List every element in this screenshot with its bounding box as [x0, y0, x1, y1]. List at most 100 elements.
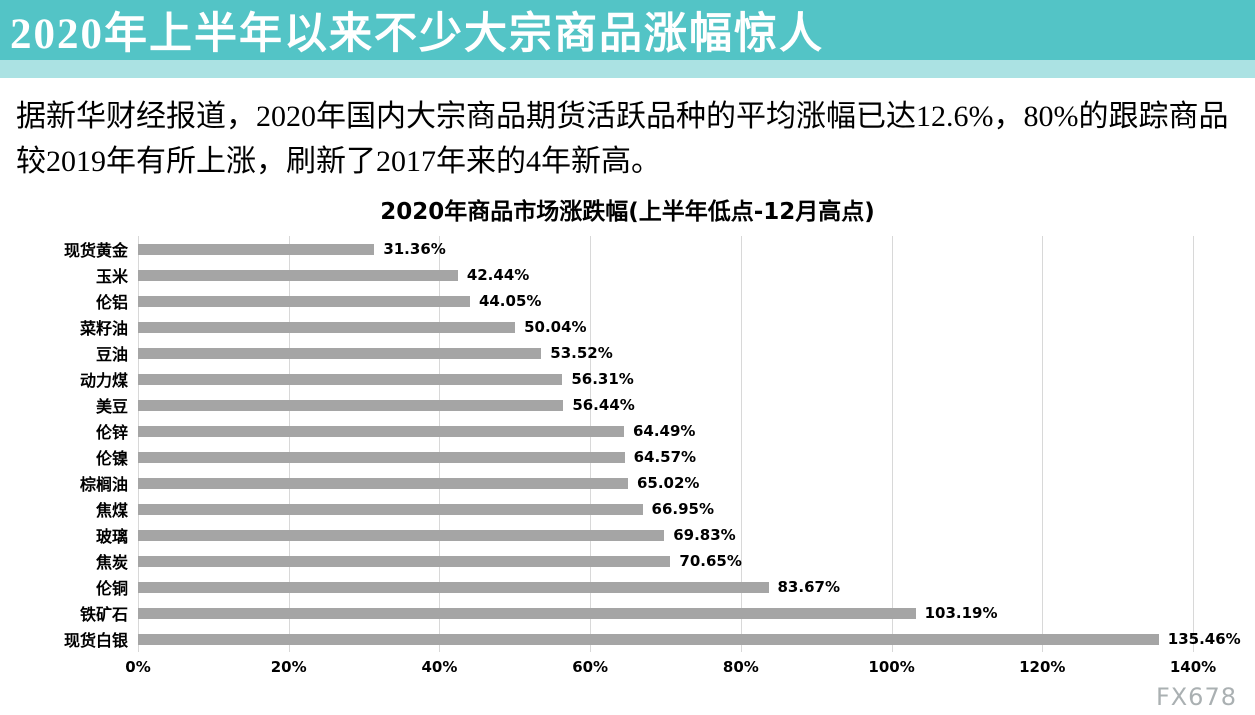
category-label: 焦炭	[95, 553, 128, 572]
x-axis-tick: 100%	[868, 658, 915, 676]
header-banner: 2020年上半年以来不少大宗商品涨幅惊人	[0, 0, 1255, 60]
category-label: 玻璃	[95, 527, 128, 546]
bar-track: 56.44%	[138, 392, 1193, 418]
watermark: FX678	[1155, 683, 1237, 711]
bar-track: 64.57%	[138, 444, 1193, 470]
gridline	[1193, 236, 1194, 652]
banner-strip	[0, 60, 1255, 78]
bar	[138, 503, 643, 515]
gridline	[439, 236, 441, 652]
x-axis-tick: 20%	[270, 658, 307, 676]
chart-row: 豆油 53.52%	[10, 340, 1193, 366]
category-label: 焦煤	[95, 501, 128, 520]
chart-row: 伦铜 83.67%	[10, 574, 1193, 600]
value-label: 66.95%	[651, 500, 714, 518]
bar	[138, 295, 470, 307]
bar-track: 31.36%	[138, 236, 1193, 262]
bar-track: 70.65%	[138, 548, 1193, 574]
bar-track: 135.46%	[138, 626, 1241, 652]
chart-row: 伦铝 44.05%	[10, 288, 1193, 314]
bar-track: 44.05%	[138, 288, 1193, 314]
gridline	[590, 236, 592, 652]
bar	[138, 555, 671, 567]
bar	[138, 425, 624, 437]
chart-row: 伦锌 64.49%	[10, 418, 1193, 444]
category-label: 美豆	[95, 397, 128, 416]
chart-row: 动力煤 56.31%	[10, 366, 1193, 392]
bar	[138, 451, 625, 463]
gridline	[740, 236, 742, 652]
gridline	[1042, 236, 1044, 652]
chart-row: 棕榈油 65.02%	[10, 470, 1193, 496]
chart-row: 现货黄金 31.36%	[10, 236, 1193, 262]
chart-row: 伦镍 64.57%	[10, 444, 1193, 470]
category-label: 铁矿石	[79, 605, 128, 624]
gridline	[891, 236, 893, 652]
value-label: 69.83%	[673, 526, 736, 544]
category-label: 伦镍	[95, 449, 128, 468]
value-label: 70.65%	[679, 552, 742, 570]
bar	[138, 581, 769, 593]
category-label: 现货白银	[63, 631, 128, 650]
bar-track: 53.52%	[138, 340, 1193, 366]
value-label: 42.44%	[466, 266, 530, 284]
intro-text: 据新华财经报道，2020年国内大宗商品期货活跃品种的平均涨幅已达12.6%，80…	[16, 100, 1229, 178]
value-label: 50.04%	[524, 318, 587, 336]
chart-row: 焦炭 70.65%	[10, 548, 1193, 574]
chart-title: 2020年商品市场涨跌幅(上半年低点-12月高点)	[380, 199, 875, 225]
bar	[138, 477, 628, 489]
chart-row: 现货白银 135.46%	[10, 626, 1241, 652]
plot-area: 现货黄金 31.36% 玉米 42.44% 伦铝 44.05% 菜籽油 50.04% 豆油 53.…	[10, 236, 1241, 676]
x-axis-tick: 140%	[1169, 658, 1217, 676]
category-label: 玉米	[95, 267, 128, 286]
chart-row: 美豆 56.44%	[10, 392, 1193, 418]
chart-row: 玉米 42.44%	[10, 262, 1193, 288]
x-axis-tick: 80%	[722, 658, 759, 676]
bar	[138, 399, 564, 411]
chart-rows: 现货黄金 31.36% 玉米 42.44% 伦铝 44.05% 菜籽油 50.04% 豆油 53.…	[10, 236, 1241, 652]
x-axis-tick: 0%	[125, 658, 151, 676]
category-label: 伦铝	[95, 293, 128, 312]
page-title: 2020年上半年以来不少大宗商品涨幅惊人	[10, 11, 824, 58]
gridlines	[138, 236, 1194, 652]
chart-row: 菜籽油 50.04%	[10, 314, 1193, 340]
bar	[138, 633, 1159, 645]
bar-track: 83.67%	[138, 574, 1193, 600]
bar-track: 56.31%	[138, 366, 1193, 392]
value-label: 64.57%	[633, 448, 697, 466]
value-label: 64.49%	[632, 422, 696, 440]
bar	[138, 529, 665, 541]
bar	[138, 373, 563, 385]
bar	[138, 607, 916, 619]
bar	[138, 243, 375, 255]
bar-track: 64.49%	[138, 418, 1193, 444]
chart-row: 玻璃 69.83%	[10, 522, 1193, 548]
chart-row: 焦煤 66.95%	[10, 496, 1193, 522]
value-label: 44.05%	[478, 292, 542, 310]
category-label: 现货黄金	[63, 241, 128, 260]
value-label: 56.44%	[572, 396, 635, 414]
bar	[138, 321, 516, 333]
x-axis: 0% 20% 40% 60% 80% 100% 120% 140%	[125, 652, 1216, 676]
bar-track: 42.44%	[138, 262, 1193, 288]
gridline	[288, 236, 290, 652]
bar-track: 69.83%	[138, 522, 1193, 548]
x-axis-tick: 120%	[1019, 658, 1066, 676]
bar-chart: 2020年商品市场涨跌幅(上半年低点-12月高点) 现货黄金 31.36% 玉米 42…	[0, 192, 1255, 676]
value-label: 103.19%	[924, 604, 998, 622]
category-label: 棕榈油	[79, 475, 128, 494]
value-label: 65.02%	[636, 474, 700, 492]
value-label: 53.52%	[550, 344, 613, 362]
x-axis-tick: 60%	[572, 658, 609, 676]
value-label: 56.31%	[571, 370, 634, 388]
bar-track: 65.02%	[138, 470, 1193, 496]
category-label: 动力煤	[79, 371, 128, 390]
value-label: 31.36%	[383, 240, 446, 258]
category-label: 菜籽油	[79, 319, 128, 338]
gridline	[138, 236, 139, 652]
x-axis-tick: 40%	[421, 658, 458, 676]
category-label: 伦锌	[95, 423, 128, 442]
value-label: 83.67%	[777, 578, 840, 596]
bar-track: 50.04%	[138, 314, 1193, 340]
value-label: 135.46%	[1167, 630, 1241, 648]
